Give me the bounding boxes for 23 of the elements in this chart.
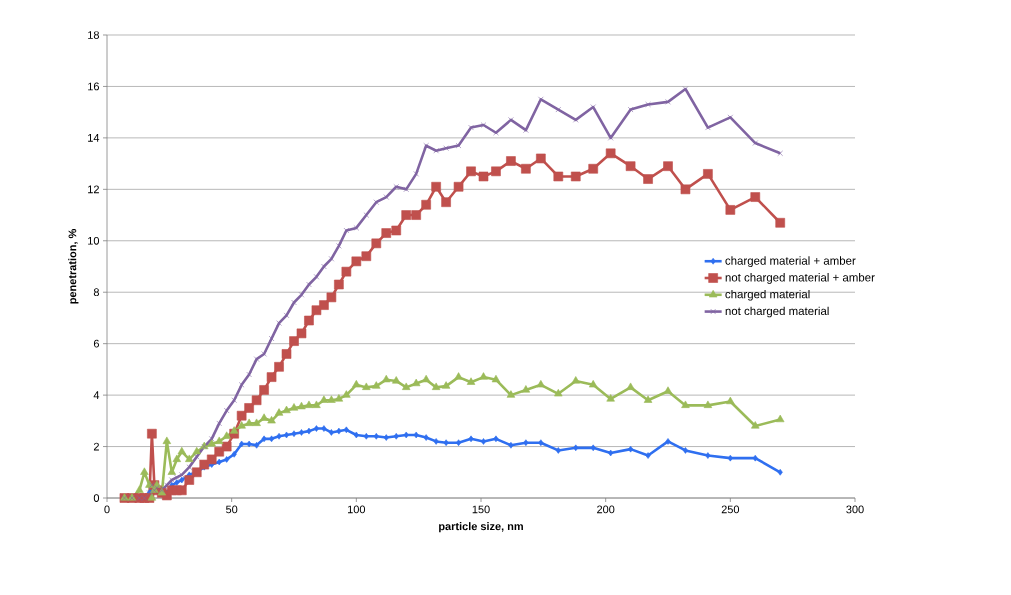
y-tick-label: 4 — [93, 391, 100, 399]
x-tick-label: 0 — [104, 505, 110, 514]
y-tick-label: 6 — [93, 339, 99, 348]
y-tick-label: 12 — [88, 185, 99, 194]
y-tick-label: 0 — [93, 494, 100, 502]
legend-label: not charged material + amber — [725, 273, 875, 284]
legend-label: charged material + amber — [725, 256, 856, 267]
x-tick-label: 100 — [348, 505, 366, 514]
y-axis-title: penetration, % — [68, 229, 79, 304]
y-tick-label: 10 — [88, 236, 100, 245]
legend-label: charged material — [725, 289, 810, 301]
x-tick-label: 150 — [472, 505, 490, 514]
y-tick-label: 14 — [88, 134, 100, 142]
x-tick-label: 300 — [846, 505, 864, 514]
y-tick-label: 8 — [93, 288, 99, 297]
legend-label: not charged material — [725, 306, 829, 318]
y-tick-label: 16 — [88, 82, 99, 91]
x-tick-label: 200 — [597, 505, 615, 514]
x-tick-label: 250 — [721, 505, 740, 514]
x-axis-title: particle size, nm — [439, 522, 523, 533]
y-tick-label: 2 — [93, 442, 99, 451]
y-tick-label: 18 — [88, 31, 99, 39]
x-tick-label: 50 — [226, 505, 238, 514]
